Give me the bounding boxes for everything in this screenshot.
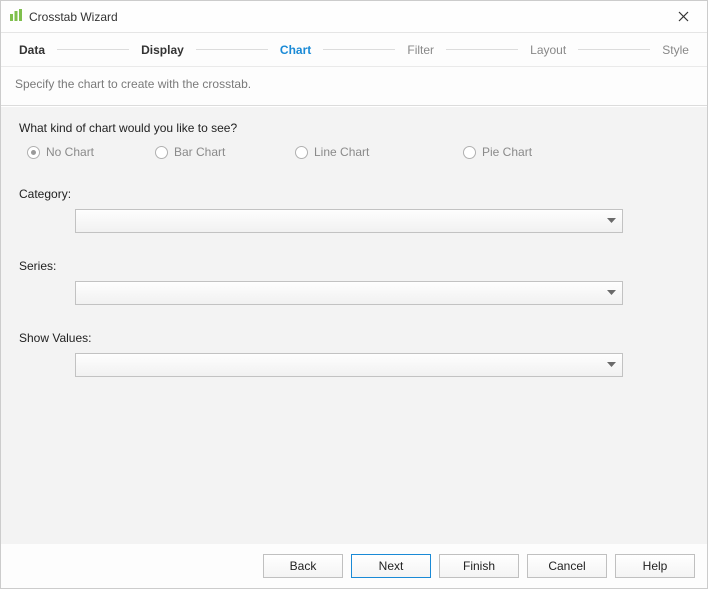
series-field-group: Series: [19, 259, 689, 305]
showvalues-label: Show Values: [19, 331, 689, 345]
category-dropdown[interactable] [75, 209, 623, 233]
radio-icon [463, 146, 476, 159]
cancel-button[interactable]: Cancel [527, 554, 607, 578]
step-data[interactable]: Data [15, 43, 49, 57]
radio-label: No Chart [46, 145, 94, 159]
step-display[interactable]: Display [137, 43, 188, 57]
wizard-steps: Data Display Chart Filter Layout Style [1, 33, 707, 67]
close-icon [678, 11, 689, 22]
step-chart[interactable]: Chart [276, 43, 315, 57]
crosstab-wizard-window: Crosstab Wizard Data Display Chart Filte… [0, 0, 708, 589]
chevron-down-icon [602, 284, 620, 302]
radio-icon [27, 146, 40, 159]
category-label: Category: [19, 187, 689, 201]
chart-type-radios: No Chart Bar Chart Line Chart Pie Chart [19, 145, 689, 159]
radio-pie-chart[interactable]: Pie Chart [463, 145, 532, 159]
chevron-down-icon [602, 212, 620, 230]
chevron-down-icon [602, 356, 620, 374]
showvalues-field-group: Show Values: [19, 331, 689, 377]
back-button[interactable]: Back [263, 554, 343, 578]
help-button[interactable]: Help [615, 554, 695, 578]
titlebar-left: Crosstab Wizard [9, 8, 118, 25]
step-separator [57, 49, 129, 50]
next-button[interactable]: Next [351, 554, 431, 578]
finish-button[interactable]: Finish [439, 554, 519, 578]
window-title: Crosstab Wizard [29, 10, 118, 24]
wizard-subtitle: Specify the chart to create with the cro… [1, 67, 707, 106]
app-icon [9, 8, 23, 25]
showvalues-dropdown[interactable] [75, 353, 623, 377]
category-field-group: Category: [19, 187, 689, 233]
radio-label: Pie Chart [482, 145, 532, 159]
step-style[interactable]: Style [658, 43, 693, 57]
step-separator [323, 49, 395, 50]
content-panel: What kind of chart would you like to see… [1, 106, 707, 544]
close-button[interactable] [669, 3, 697, 31]
series-dropdown[interactable] [75, 281, 623, 305]
series-label: Series: [19, 259, 689, 273]
step-filter[interactable]: Filter [403, 43, 438, 57]
titlebar: Crosstab Wizard [1, 1, 707, 33]
radio-bar-chart[interactable]: Bar Chart [155, 145, 295, 159]
step-separator [196, 49, 268, 50]
radio-icon [155, 146, 168, 159]
radio-line-chart[interactable]: Line Chart [295, 145, 463, 159]
step-separator [446, 49, 518, 50]
radio-label: Bar Chart [174, 145, 225, 159]
step-separator [578, 49, 650, 50]
button-bar: Back Next Finish Cancel Help [1, 544, 707, 588]
chart-type-question: What kind of chart would you like to see… [19, 121, 689, 135]
radio-no-chart[interactable]: No Chart [27, 145, 155, 159]
step-layout[interactable]: Layout [526, 43, 570, 57]
radio-label: Line Chart [314, 145, 369, 159]
radio-icon [295, 146, 308, 159]
